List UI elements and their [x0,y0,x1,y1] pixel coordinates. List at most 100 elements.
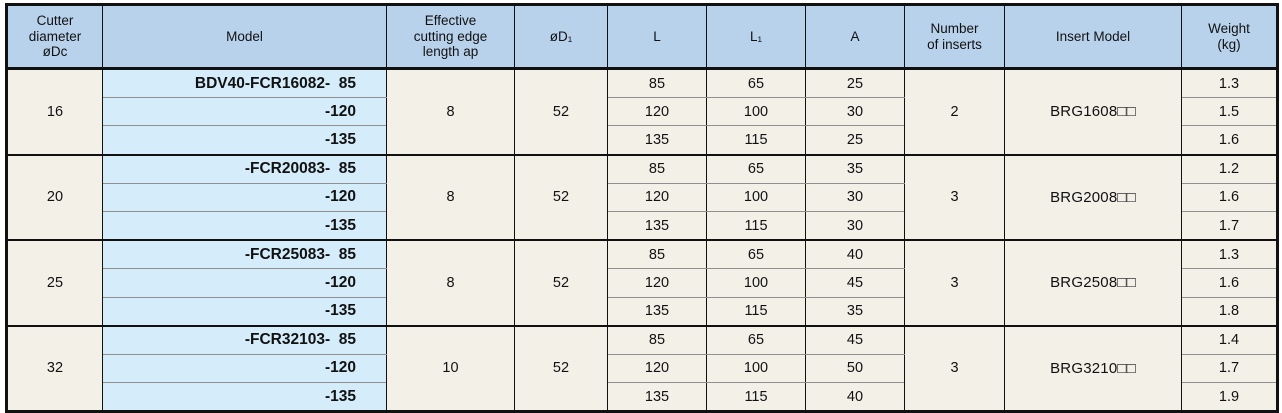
cell-weight: 1.7 [1181,353,1278,384]
cell-a: 45 [805,325,905,355]
table-row: 25 -FCR25083- 85 8 52 85 65 40 3 BRG2508… [6,239,1278,327]
table-row: -120 120 100 50 1.7 [7,353,1278,384]
cell-l1: 115 [706,382,806,413]
cell-l1: 100 [706,268,806,298]
cell-weight: 1.6 [1181,182,1278,212]
cell-l: 120 [607,353,707,384]
col-header-effective-cutting-edge: Effective cutting edge length ap [386,4,515,70]
table-row: 20 -FCR20083- 85 8 52 85 65 35 3 BRG2008… [6,154,1278,242]
cell-insert-model: BRG2008□□ [1004,154,1182,242]
cell-model: -120 [102,182,387,212]
cell-l: 120 [607,268,707,298]
cell-weight: 1.6 [1181,268,1278,298]
cell-d1: 52 [514,325,608,413]
cell-cutter-diameter: 20 [6,154,103,242]
cell-ap: 8 [386,154,515,242]
col-header-l: L [607,4,707,70]
cell-l1: 115 [706,125,806,156]
cell-a: 40 [805,382,905,413]
cell-model: -FCR20083- 85 [102,154,387,184]
col-header-insert-model: Insert Model [1004,4,1182,70]
cell-weight: 1.8 [1181,296,1278,327]
cell-model: -120 [102,353,387,384]
cell-number-of-inserts: 3 [904,239,1005,327]
cell-cutter-diameter: 25 [6,239,103,327]
col-header-model: Model [102,4,387,70]
cell-number-of-inserts: 3 [904,154,1005,242]
cell-ap: 10 [386,325,515,413]
cell-a: 50 [805,353,905,384]
col-header-weight: Weight (kg) [1181,4,1278,70]
cell-l1: 100 [706,353,806,384]
cell-ap: 8 [386,239,515,327]
cell-l: 120 [607,182,707,212]
cell-weight: 1.9 [1181,382,1278,413]
cell-l1: 115 [706,296,806,327]
cell-model: -135 [102,382,387,413]
cell-l: 85 [607,154,707,184]
cell-weight: 1.5 [1181,97,1278,127]
cell-ap: 8 [386,67,515,156]
cell-weight: 1.2 [1181,154,1278,184]
cell-l: 135 [607,210,707,242]
cell-l: 135 [607,382,707,413]
cell-number-of-inserts: 3 [904,325,1005,413]
col-header-l1: L₁ [706,4,806,70]
table-row: -120 120 100 45 1.6 [7,268,1278,298]
cell-weight: 1.6 [1181,125,1278,156]
cell-d1: 52 [514,67,608,156]
cell-l1: 65 [706,239,806,270]
col-header-number-of-inserts: Number of inserts [904,4,1005,70]
cell-a: 25 [805,125,905,156]
cell-insert-model: BRG2508□□ [1004,239,1182,327]
cell-model: -120 [102,97,387,127]
cell-l: 120 [607,97,707,127]
table-row: -120 120 100 30 1.5 [7,97,1278,127]
cell-l1: 65 [706,325,806,355]
table-row: -135 135 115 35 1.8 [7,296,1278,327]
cell-a: 30 [805,182,905,212]
cell-weight: 1.4 [1181,325,1278,355]
cell-a: 25 [805,67,905,99]
cell-a: 35 [805,154,905,184]
cell-l: 135 [607,296,707,327]
cell-weight: 1.3 [1181,67,1278,99]
cell-model: -FCR25083- 85 [102,239,387,270]
table-header: Cutter diameter øDc Model Effective cutt… [6,4,1278,70]
cell-l: 85 [607,325,707,355]
cell-l: 135 [607,125,707,156]
table-row: 32 -FCR32103- 85 10 52 85 65 45 3 BRG321… [6,325,1278,413]
table-row: 16 BDV40-FCR16082- 85 8 52 85 65 25 2 BR… [6,67,1278,156]
cell-cutter-diameter: 16 [6,67,103,156]
cell-d1: 52 [514,154,608,242]
col-header-d1: øD₁ [514,4,608,70]
cell-l1: 65 [706,67,806,99]
cell-insert-model: BRG3210□□ [1004,325,1182,413]
cell-a: 35 [805,296,905,327]
cell-model: -135 [102,210,387,242]
cell-a: 40 [805,239,905,270]
cell-number-of-inserts: 2 [904,67,1005,156]
cell-insert-model: BRG1608□□ [1004,67,1182,156]
cell-d1: 52 [514,239,608,327]
cell-cutter-diameter: 32 [6,325,103,413]
cutter-spec-table: Cutter diameter øDc Model Effective cutt… [5,3,1279,413]
table-body: 16 BDV40-FCR16082- 85 8 52 85 65 25 2 BR… [6,67,1278,413]
cell-l1: 115 [706,210,806,242]
cell-a: 30 [805,97,905,127]
table-row: -135 135 115 30 1.7 [7,210,1278,242]
cell-l: 85 [607,239,707,270]
cell-model: BDV40-FCR16082- 85 [102,67,387,99]
cell-weight: 1.7 [1181,210,1278,242]
cell-model: -135 [102,296,387,327]
col-header-a: A [805,4,905,70]
cell-l1: 65 [706,154,806,184]
cell-model: -FCR32103- 85 [102,325,387,355]
cell-model: -120 [102,268,387,298]
cell-model: -135 [102,125,387,156]
table-row: -135 135 115 25 1.6 [7,125,1278,156]
cell-l1: 100 [706,182,806,212]
cell-a: 45 [805,268,905,298]
table-row: -120 120 100 30 1.6 [7,182,1278,212]
cell-l1: 100 [706,97,806,127]
